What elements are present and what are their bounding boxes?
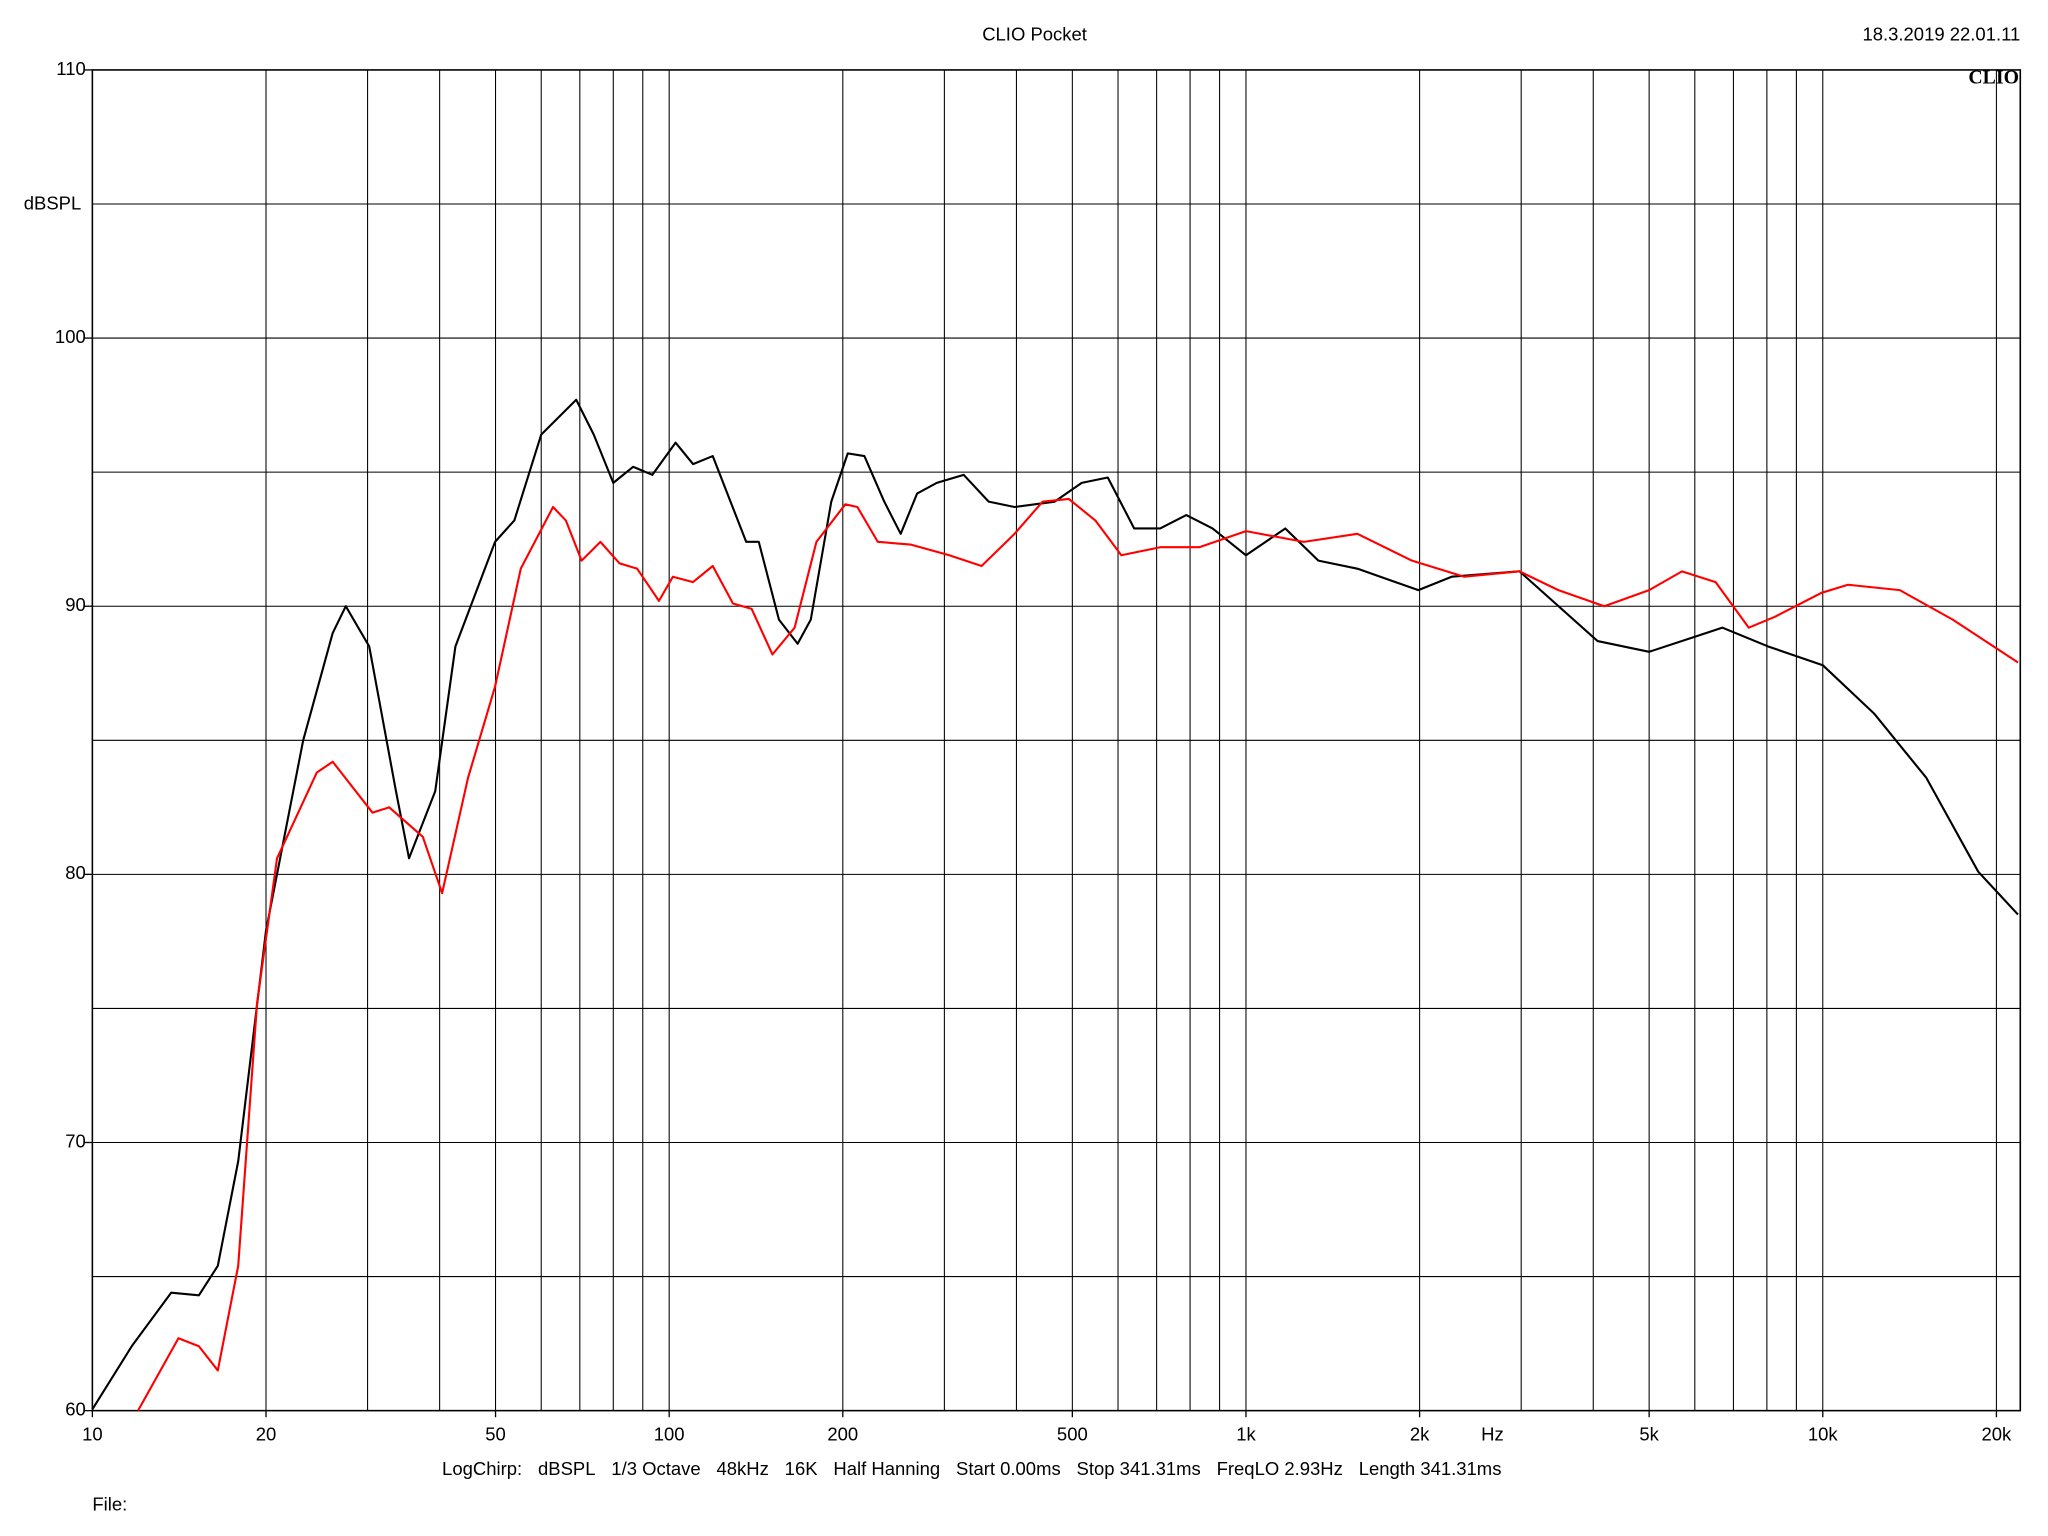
footer-item: 16K <box>785 1458 819 1479</box>
y-tick-label: 70 <box>65 1130 86 1151</box>
y-tick-label: 110 <box>56 58 85 79</box>
x-tick-label: 2k <box>1410 1424 1430 1445</box>
file-label: File: <box>92 1494 127 1515</box>
footer-item: 48kHz <box>716 1458 768 1479</box>
footer-item: dBSPL <box>538 1458 596 1479</box>
chart-title: CLIO Pocket <box>982 24 1087 45</box>
footer-item: FreqLO 2.93Hz <box>1217 1458 1343 1479</box>
x-tick-label: 50 <box>485 1424 506 1445</box>
footer-item: 1/3 Octave <box>611 1458 700 1479</box>
plot-frame <box>91 69 2022 1412</box>
footer-item: Stop 341.31ms <box>1077 1458 1201 1479</box>
timestamp: 18.3.2019 22.01.11 <box>1862 24 2020 45</box>
logo: CLIO <box>1968 67 2019 89</box>
footer-item: Half Hanning <box>833 1458 940 1479</box>
x-tick-label: 500 <box>1057 1424 1088 1445</box>
x-tick-label: 10k <box>1808 1424 1839 1445</box>
footer-item: Length 341.31ms <box>1359 1458 1502 1479</box>
x-tick-label: 10 <box>82 1424 103 1445</box>
x-axis-label: Hz <box>1481 1424 1504 1445</box>
y-tick-label: 60 <box>65 1399 86 1420</box>
footer-item: Start 0.00ms <box>956 1458 1061 1479</box>
y-axis-label: dBSPL <box>24 192 82 213</box>
y-tick-label: 80 <box>65 862 86 883</box>
x-tick-label: 20k <box>1982 1424 2013 1445</box>
footer-item: LogChirp: <box>442 1458 522 1479</box>
series-line <box>91 398 2019 1410</box>
y-tick-label: 90 <box>65 594 86 615</box>
x-tick-label: 20 <box>256 1424 277 1445</box>
x-tick-label: 5k <box>1639 1424 1659 1445</box>
x-tick-label: 200 <box>827 1424 858 1445</box>
x-tick-label: 100 <box>654 1424 685 1445</box>
x-tick-label: 1k <box>1236 1424 1256 1445</box>
series-line <box>137 497 2019 1412</box>
y-tick-label: 100 <box>55 326 86 347</box>
